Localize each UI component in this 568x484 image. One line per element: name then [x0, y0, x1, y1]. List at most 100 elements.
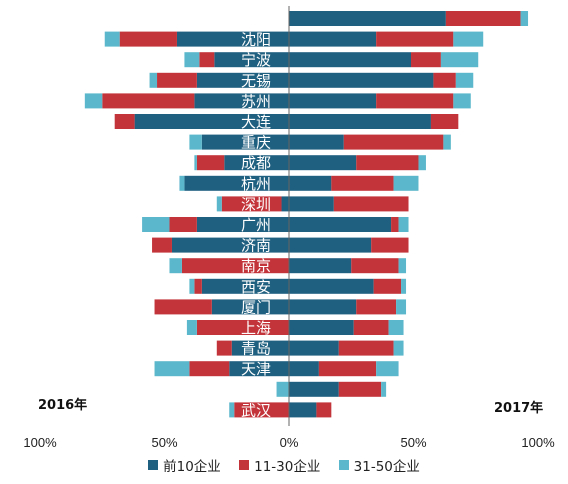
bar-2016-11-30-13: [194, 278, 202, 294]
bar-2016-11-30-12: [181, 258, 289, 274]
bar-2016-31-50-8: [179, 175, 185, 191]
x-tick-label-3: 50%: [400, 435, 426, 450]
bar-2016-31-50-12: [169, 258, 182, 274]
city-label-12: 南京: [241, 257, 271, 275]
bar-2016-top10-10: [196, 217, 289, 232]
bar-2017-31-50-2: [440, 52, 479, 68]
bar-2016-11-30-7: [196, 155, 225, 171]
city-label-18: 北京: [241, 381, 271, 399]
bar-2016-top10-11: [171, 237, 289, 253]
bar-2017-11-30-6: [343, 134, 444, 150]
x-tick-label-0: 100%: [23, 435, 57, 450]
bar-2016-31-50-10: [142, 217, 170, 232]
bar-2017-top10-19: [289, 402, 317, 418]
x-axis-ticks: 100% 50% 0% 50% 100%: [23, 435, 555, 450]
bar-2016-top10-7: [224, 155, 289, 171]
bar-2017-31-50-3: [455, 72, 474, 88]
bar-2016-11-30-19: [234, 402, 289, 418]
bar-2016-top10-9: [281, 196, 289, 212]
bar-2017-31-50-0: [520, 11, 529, 26]
x-tick-label-2: 0%: [280, 435, 299, 450]
right-year-label: 2017年: [494, 400, 543, 416]
bar-2017-11-30-12: [351, 258, 399, 274]
bar-2016-11-30-15: [196, 320, 289, 335]
bar-2017-31-50-17: [376, 361, 399, 377]
bar-2017-11-30-7: [356, 155, 419, 171]
city-label-1: 沈阳: [241, 31, 271, 49]
bar-2016-top10-14: [211, 299, 289, 315]
city-label-0: 长沙: [241, 10, 271, 28]
bar-2016-11-30-4: [102, 93, 195, 109]
bar-2017-11-30-14: [356, 299, 397, 315]
legend-swatch-11-30: [239, 460, 250, 470]
bar-2017-11-30-2: [411, 52, 441, 68]
bar-2017-11-30-8: [331, 175, 394, 191]
bar-2017-11-30-17: [318, 361, 377, 377]
bar-2016-top10-16: [231, 340, 289, 356]
bar-2016-31-50-18: [276, 381, 289, 397]
city-label-7: 成都: [241, 154, 271, 172]
bar-2017-11-30-4: [376, 93, 454, 109]
bar-2016-11-30-1: [119, 31, 177, 47]
bar-2017-top10-10: [289, 217, 392, 232]
bar-2017-top10-12: [289, 258, 352, 274]
bar-2017-top10-1: [289, 31, 377, 47]
bar-2017-top10-5: [289, 114, 431, 129]
bar-2016-31-50-9: [216, 196, 222, 212]
legend-item-31-50: 31-50企业: [338, 455, 420, 475]
bar-2017-11-30-19: [316, 402, 332, 418]
bar-2016-11-30-10: [169, 217, 197, 232]
legend-label-31-50: 31-50企业: [353, 459, 420, 475]
bar-2017-top10-7: [289, 155, 357, 171]
bar-2016-top10-17: [229, 361, 289, 377]
legend-label-top10: 前10企业: [163, 459, 221, 475]
bar-2016-11-30-17: [189, 361, 230, 377]
bar-2017-11-30-15: [353, 320, 389, 335]
bar-2017-31-50-6: [443, 134, 451, 150]
bar-2017-top10-0: [289, 11, 446, 26]
city-label-14: 厦门: [241, 298, 271, 316]
bar-2016-top10-6: [201, 134, 289, 150]
bar-2017-31-50-18: [381, 381, 387, 397]
bar-2017-top10-16: [289, 340, 339, 356]
bar-2017-11-30-5: [430, 114, 459, 129]
city-label-10: 广州: [241, 216, 271, 234]
bar-2017-11-30-13: [373, 278, 402, 294]
bar-2017-11-30-0: [445, 11, 521, 26]
bar-2017-top10-17: [289, 361, 319, 377]
city-label-19: 武汉: [241, 401, 271, 419]
bar-2016-top10-13: [201, 278, 289, 294]
bar-2016-31-50-4: [84, 93, 103, 109]
bar-2016-top10-1: [176, 31, 289, 47]
bar-2017-31-50-15: [388, 320, 404, 335]
city-label-2: 宁波: [241, 51, 271, 69]
bar-2017-31-50-4: [453, 93, 471, 109]
bar-2016-31-50-7: [194, 155, 197, 171]
bar-2016-31-50-6: [189, 134, 202, 150]
x-tick-label-1: 50%: [151, 435, 177, 450]
bar-2017-11-30-11: [371, 237, 409, 253]
bar-2017-top10-13: [289, 278, 374, 294]
bar-2016-31-50-2: [184, 52, 200, 68]
city-label-5: 大连: [241, 113, 271, 131]
bar-2016-11-30-14: [154, 299, 212, 315]
bar-2017-top10-11: [289, 237, 372, 253]
bar-2017-31-50-16: [393, 340, 404, 356]
left-year-label: 2016年: [38, 397, 87, 413]
bar-2016-11-30-5: [114, 114, 135, 129]
bar-2016-top10-8: [184, 175, 289, 191]
legend-item-top10: 前10企业: [148, 455, 221, 475]
city-label-9: 深圳: [241, 195, 271, 213]
bar-2016-11-30-9: [221, 196, 282, 212]
bar-2016-31-50-19: [229, 402, 235, 418]
bar-2017-top10-4: [289, 93, 377, 109]
bar-2017-31-50-10: [398, 217, 409, 232]
city-label-15: 上海: [241, 319, 271, 337]
bar-2016-11-30-3: [157, 72, 197, 88]
bar-2017-11-30-18: [338, 381, 382, 397]
bar-2016-top10-4: [194, 93, 289, 109]
bar-2016-11-30-2: [199, 52, 215, 68]
bar-2017-top10-8: [289, 175, 332, 191]
legend-label-11-30: 11-30企业: [254, 459, 321, 475]
